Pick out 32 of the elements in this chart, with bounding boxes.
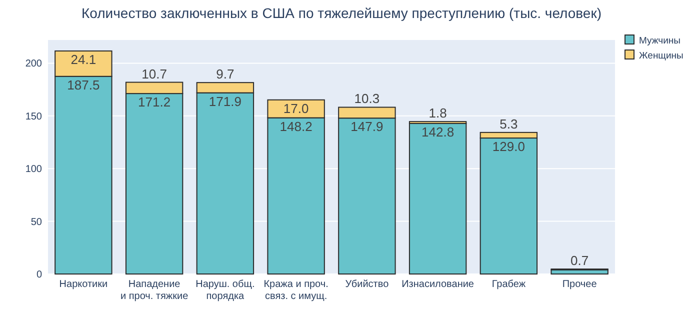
x-tick-label: Грабеж	[492, 279, 526, 290]
data-label: 171.2	[138, 94, 171, 110]
x-tick-label: Убийство	[345, 279, 390, 290]
data-label: 0.7	[570, 253, 589, 268]
data-label: 1.8	[428, 106, 447, 121]
x-tick-label: Кража и проч. связ. с имущ.	[264, 279, 328, 302]
y-tick-label: 0	[36, 270, 42, 280]
y-tick-label: 200	[25, 58, 42, 70]
y-tick-label: 150	[25, 111, 42, 122]
bar	[408, 122, 467, 274]
x-tick-label: Наркотики	[59, 279, 108, 290]
x-tick-label: Изнасилование	[402, 279, 474, 290]
data-label: 10.3	[354, 91, 380, 106]
data-label: 17.0	[283, 100, 309, 116]
data-label: 10.7	[142, 66, 167, 82]
chart-title: Количество заключенных в США по тяжелейшему преступлению (тыс. человек)	[81, 5, 602, 21]
data-label: 171.9	[208, 94, 242, 109]
x-tick-label: Наруш. общ. порядка	[196, 279, 255, 302]
data-label: 147.9	[350, 119, 384, 134]
legend-label: Мужчины	[639, 36, 681, 46]
y-tick-label: 100	[25, 164, 42, 176]
data-label: 24.1	[70, 52, 96, 67]
legend-label: Женщины	[639, 50, 684, 62]
data-label: 5.3	[500, 116, 518, 132]
data-label: 142.8	[422, 124, 454, 140]
data-label: 129.0	[492, 139, 525, 154]
data-label: 9.7	[216, 66, 234, 82]
data-label: 148.2	[280, 118, 312, 134]
x-tick-label: Нападение и проч. тяжкие	[120, 279, 189, 302]
data-label: 187.5	[67, 77, 100, 92]
x-tick-label: Прочее	[562, 279, 598, 290]
y-tick-label: 50	[30, 216, 42, 228]
